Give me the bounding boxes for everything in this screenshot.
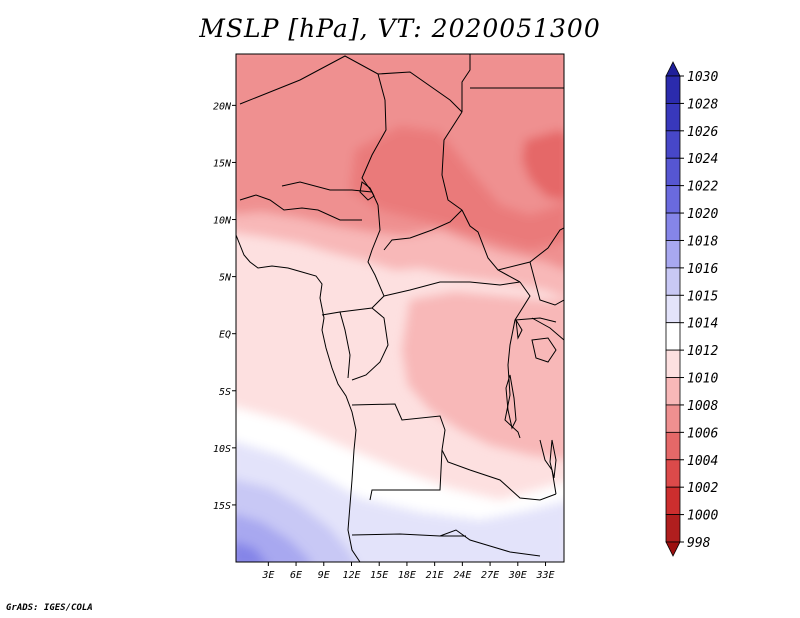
colorbar-label: 1026 — [687, 125, 718, 140]
lat-tick-label: 5N — [219, 273, 232, 284]
lon-tick-label: 27E — [481, 570, 499, 581]
border-tanzania-mozambique — [539, 439, 557, 495]
grads-credit: GrADS: IGES/COLA — [6, 603, 93, 613]
colorbar-label: 1010 — [687, 372, 718, 387]
lon-tick-label: 6E — [290, 570, 302, 581]
colorbar-swatch — [665, 75, 681, 104]
colorbar-swatch — [665, 377, 681, 406]
colorbar-swatch — [665, 459, 681, 488]
border-algeria-niger — [377, 71, 463, 113]
colorbar-label: 998 — [687, 536, 711, 551]
colorbar-swatch — [665, 103, 681, 132]
colorbar-swatch-top — [665, 61, 681, 77]
colorbar-swatch — [665, 157, 681, 187]
border-drc-east — [504, 281, 531, 439]
lon-tick-label: 24E — [453, 570, 471, 581]
border-gabon — [321, 311, 351, 379]
border-angola-drc — [351, 403, 471, 471]
pressure-field — [236, 54, 564, 562]
field-1006-sudan — [522, 130, 564, 200]
border-congo-drc — [351, 307, 389, 381]
colorbar-label: 1030 — [687, 70, 718, 85]
colorbar-label: 1016 — [687, 262, 718, 277]
border-libya-chad — [461, 54, 471, 112]
colorbar-swatch — [665, 185, 681, 214]
axis-ticks: 3E 6E 9E 12E 15E 18E 21E 24E 27E 30E 33E 20N 15N 10N 5… — [213, 101, 555, 581]
lat-tick-label: 20N — [213, 101, 232, 112]
border-niger-nigeria — [281, 181, 373, 193]
border-niger-chad — [441, 111, 463, 211]
lat-tick-label: 15N — [213, 158, 232, 169]
colorbar-label: 1006 — [687, 426, 718, 441]
colorbar-label: 1022 — [687, 180, 718, 195]
lon-tick-label: 18E — [398, 570, 416, 581]
lon-tick-label: 12E — [342, 570, 360, 581]
colorbar-swatch — [665, 486, 681, 515]
colorbar-swatch — [665, 322, 681, 351]
colorbar-label: 1004 — [687, 454, 718, 469]
map-frame — [235, 53, 565, 563]
colorbar: 1030 1028 1026 1024 1022 1020 1018 1016 1015 1014… — [665, 61, 718, 557]
colorbar-swatch — [665, 349, 681, 378]
colorbar-label: 1000 — [687, 509, 718, 524]
border-kenya-tanzania — [531, 317, 564, 341]
lat-tick-label: 15S — [213, 501, 231, 512]
colorbar-swatch-bottom — [665, 541, 681, 557]
lat-tick-label: EQ — [219, 330, 231, 341]
lon-tick-label: 9E — [318, 570, 330, 581]
colorbar-swatch — [665, 240, 681, 269]
border-angola-zambia — [369, 449, 443, 501]
lake-chad — [359, 181, 375, 201]
borders — [236, 54, 564, 562]
field-1020-south — [236, 541, 266, 562]
colorbar-label: 1028 — [687, 97, 718, 112]
lake-tanganyika — [505, 374, 517, 430]
border-botswana — [439, 529, 541, 557]
field-1006-sahel — [350, 126, 564, 250]
colorbar-label: 1014 — [687, 317, 718, 332]
border-chad-car — [383, 209, 463, 251]
colorbar-swatch — [665, 294, 681, 324]
lon-tick-label: 33E — [535, 570, 554, 581]
colorbar-swatch — [665, 514, 681, 543]
border-guinea-gulf — [239, 194, 362, 221]
lat-tick-label: 5S — [219, 387, 231, 398]
border-chad-sudan — [461, 209, 521, 283]
colorbar-label: 1008 — [687, 399, 718, 414]
colorbar-label: 1024 — [687, 152, 718, 167]
colorbar-swatch — [665, 404, 681, 433]
border-southsudan-uganda — [514, 317, 557, 323]
border-mali-algeria — [239, 55, 386, 105]
lon-tick-label: 30E — [508, 570, 527, 581]
border-sudan-southsudan — [497, 227, 564, 271]
border-nigeria-cameroon — [339, 204, 385, 313]
colorbar-swatch — [665, 431, 681, 461]
field-1015-southeast — [450, 511, 564, 562]
lon-tick-label: 15E — [370, 570, 388, 581]
lake-albert — [515, 319, 523, 340]
border-car-drc — [383, 281, 521, 297]
colorbar-label: 1015 — [687, 289, 718, 304]
field-1010-congo — [402, 292, 564, 460]
lon-tick-label: 21E — [426, 570, 444, 581]
border-namibia — [351, 533, 466, 537]
map-title: MSLP [hPa], VT: 2020051300 — [199, 14, 601, 43]
colorbar-label: 1020 — [687, 207, 718, 222]
coastline-west-africa — [236, 234, 361, 562]
lake-malawi — [549, 439, 557, 479]
border-ethiopia — [529, 261, 564, 306]
colorbar-label: 1002 — [687, 481, 718, 496]
colorbar-label: 1012 — [687, 344, 718, 359]
lat-tick-label: 10S — [213, 444, 231, 455]
lat-tick-label: 10N — [213, 216, 232, 227]
colorbar-swatch — [665, 212, 681, 241]
lon-tick-label: 3E — [261, 570, 274, 581]
colorbar-swatch — [665, 130, 681, 159]
border-zambia-zimbabwe — [469, 469, 557, 501]
lake-victoria — [531, 337, 557, 363]
colorbar-swatch — [665, 267, 681, 296]
colorbar-label: 1018 — [687, 234, 718, 249]
